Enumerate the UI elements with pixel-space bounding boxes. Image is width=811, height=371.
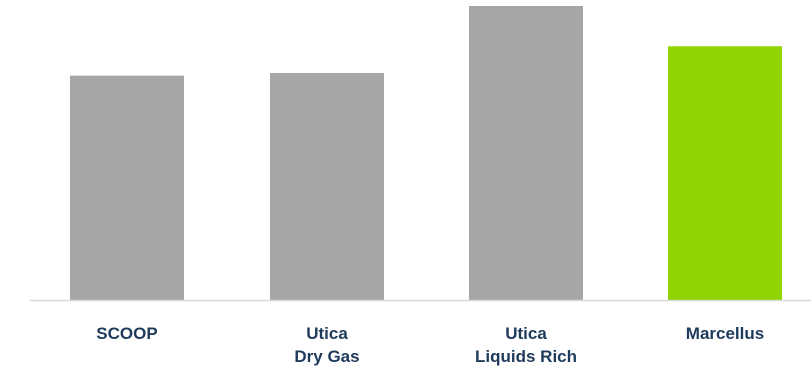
bar-marcellus (668, 46, 782, 300)
x-tick-label-line: Dry Gas (294, 347, 359, 366)
x-tick-label: Utica Liquids Rich (475, 324, 577, 366)
x-tick-label-line: Utica (306, 324, 348, 343)
bars-group (70, 6, 782, 300)
x-tick-label-line: Utica (505, 324, 547, 343)
x-tick-labels-group: SCOOP Utica Dry Gas Utica Liquids Rich Marcel… (96, 324, 764, 366)
bar-utica-dry-gas (270, 73, 384, 300)
bar-scoop (70, 75, 184, 300)
x-tick-label-line: Liquids Rich (475, 347, 577, 366)
x-tick-label: Marcellus (686, 324, 764, 343)
x-tick-label: SCOOP (96, 324, 157, 343)
bar-utica-liquids-rich (469, 6, 583, 300)
x-tick-label-line: Marcellus (686, 324, 764, 343)
x-tick-label-line: SCOOP (96, 324, 157, 343)
x-tick-label: Utica Dry Gas (294, 324, 359, 366)
